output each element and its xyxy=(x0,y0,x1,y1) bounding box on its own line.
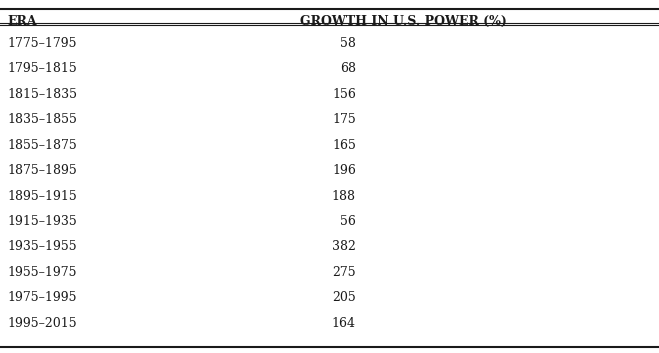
Text: 68: 68 xyxy=(340,62,356,76)
Text: 165: 165 xyxy=(332,139,356,152)
Text: 1975–1995: 1975–1995 xyxy=(8,291,77,304)
Text: 175: 175 xyxy=(332,113,356,126)
Text: 1915–1935: 1915–1935 xyxy=(8,215,78,228)
Text: 1935–1955: 1935–1955 xyxy=(8,240,78,253)
Text: 58: 58 xyxy=(340,37,356,50)
Text: 1855–1875: 1855–1875 xyxy=(8,139,78,152)
Text: 275: 275 xyxy=(332,266,356,279)
Text: 1775–1795: 1775–1795 xyxy=(8,37,77,50)
Text: 1895–1915: 1895–1915 xyxy=(8,190,78,203)
Text: 1815–1835: 1815–1835 xyxy=(8,88,78,101)
Text: 164: 164 xyxy=(332,317,356,330)
Text: 196: 196 xyxy=(332,164,356,177)
Text: 205: 205 xyxy=(332,291,356,304)
Text: 1995–2015: 1995–2015 xyxy=(8,317,78,330)
Text: 156: 156 xyxy=(332,88,356,101)
Text: 1955–1975: 1955–1975 xyxy=(8,266,77,279)
Text: 1795–1815: 1795–1815 xyxy=(8,62,78,76)
Text: 56: 56 xyxy=(340,215,356,228)
Text: ERA: ERA xyxy=(8,15,38,28)
Text: 382: 382 xyxy=(332,240,356,253)
Text: 1835–1855: 1835–1855 xyxy=(8,113,78,126)
Text: 1875–1895: 1875–1895 xyxy=(8,164,78,177)
Text: GROWTH IN U.S. POWER (%): GROWTH IN U.S. POWER (%) xyxy=(300,15,507,28)
Text: 188: 188 xyxy=(332,190,356,203)
